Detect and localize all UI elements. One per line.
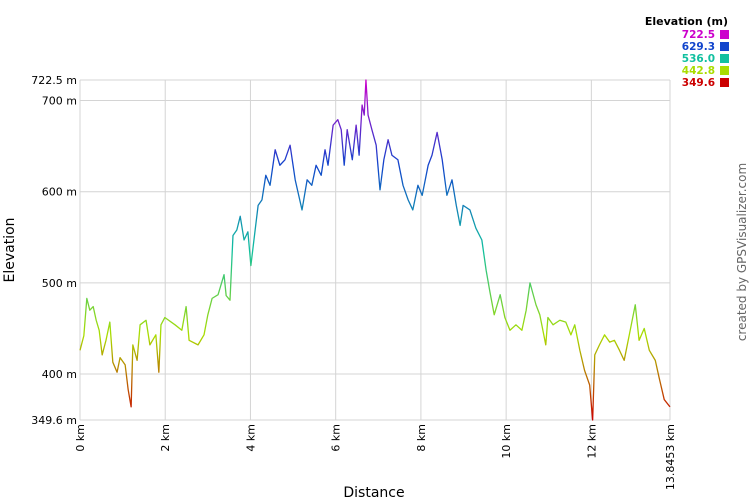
legend-value: 349.6 [682,77,715,89]
credit: created by GPSVisualizer.com [735,163,749,341]
y-tick-label: 349.6 m [31,414,77,427]
x-tick-label: 8 km [415,424,428,452]
elevation-line [79,79,671,421]
x-tick-label: 13.8453 km [664,424,677,490]
x-axis-label: Distance [343,485,404,500]
x-tick-label: 2 km [159,424,172,452]
y-tick-label: 500 m [42,277,77,290]
legend-swatch [720,78,729,87]
legend-value: 722.5 [682,29,715,41]
legend-swatch [720,54,729,63]
legend-value: 629.3 [682,41,715,53]
x-tick-label: 10 km [500,424,513,459]
x-tick-label: 6 km [330,424,343,452]
y-tick-label: 400 m [42,368,77,381]
x-tick-label: 12 km [585,424,598,459]
legend-title: Elevation (m) [645,15,728,28]
y-tick-label: 700 m [42,95,77,108]
y-tick-label: 600 m [42,186,77,199]
legend-value: 536.0 [682,53,715,65]
y-axis-label: Elevation [2,217,18,282]
x-tick-label: 4 km [244,424,257,452]
legend-value: 442.8 [682,65,715,77]
legend-swatch [720,42,729,51]
legend-swatch [720,66,729,75]
x-tick-label: 0 km [74,424,87,452]
y-tick-label: 722.5 m [31,74,77,87]
legend-swatch [720,30,729,39]
